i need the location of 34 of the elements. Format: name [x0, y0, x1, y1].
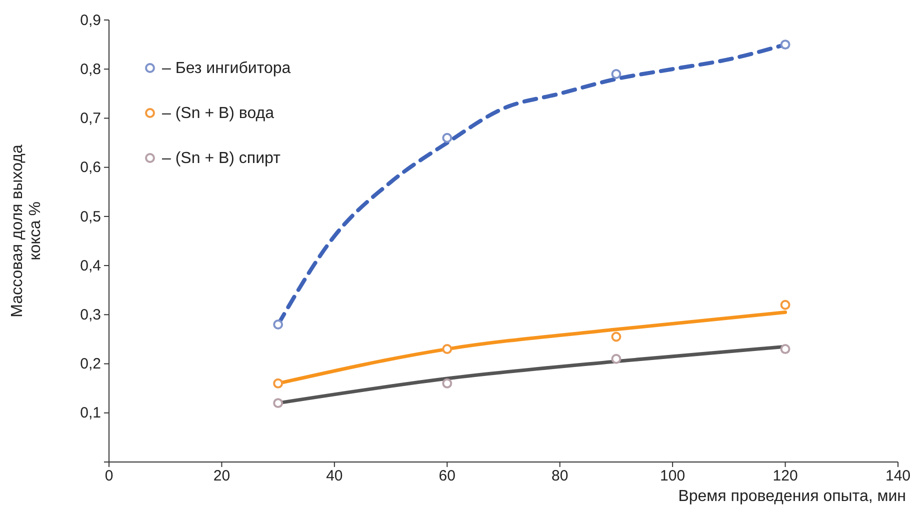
- y-tick-label: 0,2: [80, 356, 101, 373]
- x-tick-label: 40: [326, 468, 343, 485]
- legend-label: – (Sn + B) вода: [162, 105, 274, 122]
- y-tick-label: 0,5: [80, 208, 101, 226]
- y-tick-label: 0,8: [80, 60, 101, 78]
- point: [273, 320, 284, 330]
- legend-label: – (Sn + B) спирт: [162, 150, 282, 167]
- point: [273, 398, 284, 408]
- y-tick-label: 0,4: [80, 257, 101, 274]
- y-tick-label: 0,7: [80, 110, 101, 128]
- point: [611, 354, 622, 364]
- x-tick-label: 140: [885, 468, 910, 485]
- y-tick-label: 0,6: [80, 159, 101, 176]
- x-tick-label: 120: [772, 468, 798, 485]
- point: [442, 132, 452, 143]
- x-axis-title: Время проведения опыта, мин: [678, 488, 906, 505]
- point: [780, 344, 790, 354]
- x-tick-label: 100: [660, 468, 686, 485]
- x-tick-label: 0: [104, 468, 114, 485]
- y-tick-label: 0,3: [80, 306, 101, 324]
- point: [273, 378, 284, 388]
- y-tick-label: 0,9: [80, 12, 101, 29]
- point: [611, 69, 622, 80]
- x-tick-label: 60: [438, 468, 456, 485]
- point: [442, 344, 452, 354]
- point: [780, 300, 790, 310]
- point: [780, 40, 790, 50]
- point: [611, 332, 622, 342]
- legend-label: – Без ингибитора: [162, 60, 291, 77]
- x-tick-label: 80: [552, 468, 568, 485]
- x-tick-label: 20: [213, 468, 230, 485]
- point: [442, 378, 452, 388]
- y-axis-title: Массовая доля выхода кокса %: [9, 144, 44, 318]
- y-tick-label: 0,1: [80, 404, 101, 422]
